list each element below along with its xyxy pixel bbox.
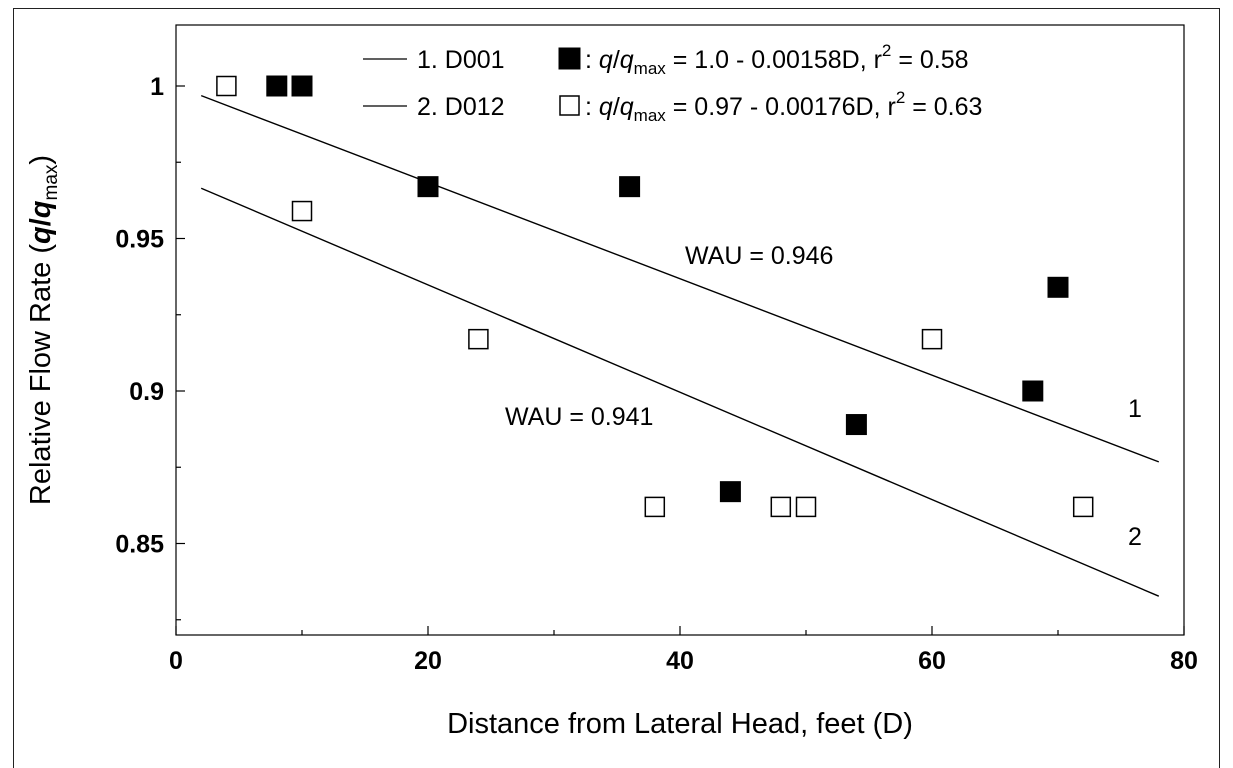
axis-tick-labels: 0 20 40 60 80 0.85 0.9 0.95 1 [115,73,1198,675]
point-d012-0 [216,75,237,97]
y-tick-label-0.95: 0.95 [115,226,164,254]
point-d012-5 [795,496,817,518]
legend-equation-2: : q/qmax = 0.97 - 0.00176D, r2 = 0.63 [585,81,982,127]
point-d001-2 [417,176,439,198]
legend: 1. D001 : q/qmax = 1.0 - 0.00158D, r2 = … [363,34,982,127]
x-tick-label-0: 0 [169,647,183,675]
fit-line-d012 [200,187,1160,597]
wau-annotation-2: WAU = 0.941 [505,403,653,431]
point-d001-1 [291,75,313,97]
y-tick-label-1: 1 [150,73,164,101]
line-label-2: 2 [1128,523,1142,551]
point-d001-7 [1047,276,1069,298]
fit-line-d001 [200,94,1160,463]
legend-entry-d012: 2. D012 : q/qmax = 0.97 - 0.00176D, r2 =… [363,81,982,127]
x-tick-label-80: 80 [1170,647,1198,675]
point-d012-7 [1072,496,1094,518]
point-d012-6 [921,328,943,350]
x-tick-label-60: 60 [918,647,946,675]
wau-annotation-1: WAU = 0.946 [685,242,833,270]
legend-marker-open [559,95,580,116]
point-d001-6 [1022,380,1044,402]
point-d012-1 [291,200,313,222]
point-d012-2 [468,328,489,350]
point-d012-4 [770,496,792,518]
x-axis-title: Distance from Lateral Head, feet (D) [447,708,913,740]
y-tick-label-0.9: 0.9 [129,378,164,406]
line-label-1: 1 [1128,395,1142,423]
legend-marker-filled [558,47,581,70]
fit-lines [200,94,1160,597]
legend-equation-1: : q/qmax = 1.0 - 0.00158D, r2 = 0.58 [585,34,969,80]
point-d001-3 [619,176,641,198]
x-tick-label-20: 20 [414,647,442,675]
point-d012-3 [644,496,666,518]
point-d001-5 [845,414,867,436]
legend-label-2: 2. D012 [417,93,505,121]
y-tick-label-0.85: 0.85 [115,531,164,559]
figure-frame [13,8,1220,768]
legend-label-1: 1. D001 [417,46,505,74]
legend-entry-d001: 1. D001 : q/qmax = 1.0 - 0.00158D, r2 = … [363,34,969,80]
point-d001-0 [266,75,288,97]
data-points [216,75,1094,518]
x-tick-label-40: 40 [666,647,694,675]
y-axis-title: Relative Flow Rate (q/qmax) [25,155,62,505]
axis-ticks [175,85,1185,635]
point-d001-4 [719,481,741,503]
